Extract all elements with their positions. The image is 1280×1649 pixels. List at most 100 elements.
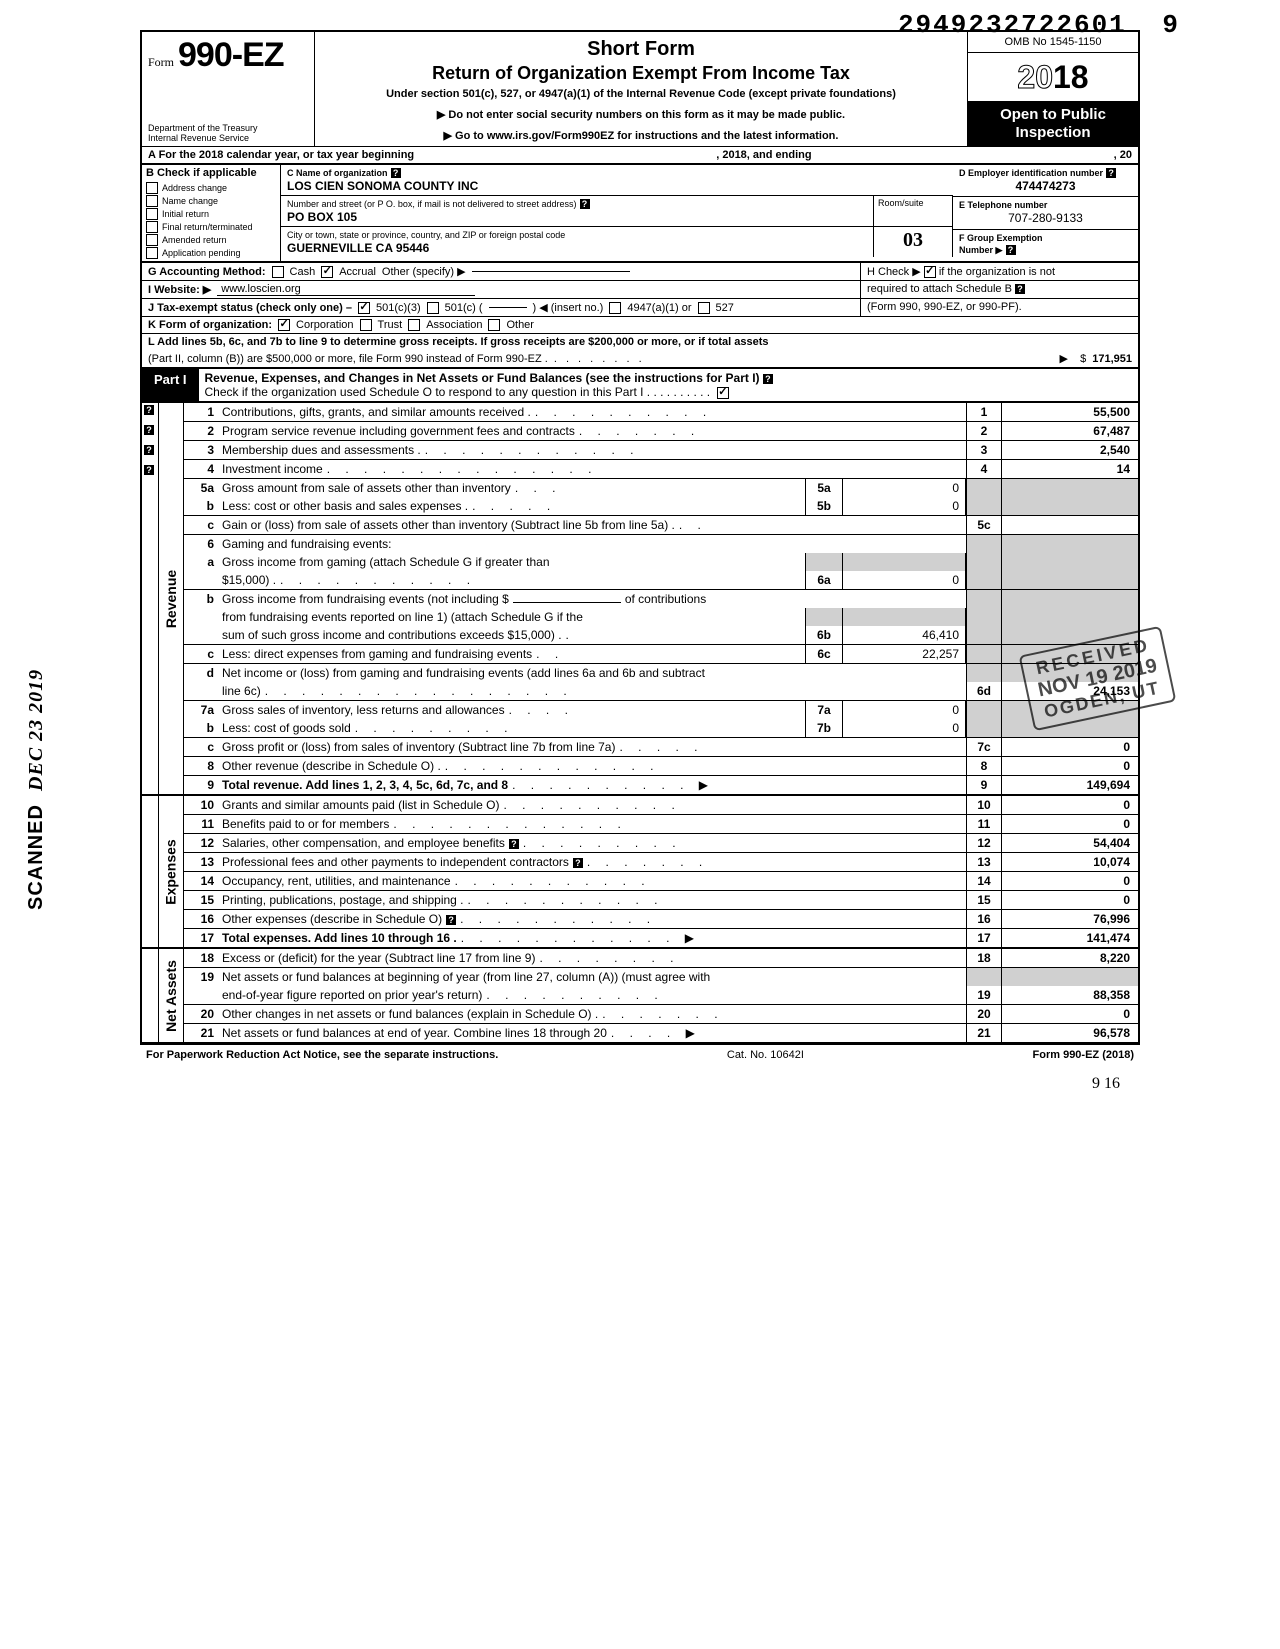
line-desc: Net assets or fund balances at end of ye… xyxy=(222,1026,607,1040)
box-b-title: B Check if applicable xyxy=(146,167,276,179)
line-box-grey xyxy=(966,608,1001,626)
checkbox-trust[interactable] xyxy=(360,319,372,331)
box-b-item-1[interactable]: Name change xyxy=(146,195,276,207)
dots: . . . . . . . . xyxy=(554,353,1054,365)
line-no: 21 xyxy=(184,1024,218,1042)
checkbox-corp[interactable] xyxy=(278,319,290,331)
mid-val: 0 xyxy=(843,701,966,719)
line-no: 6 xyxy=(184,535,218,553)
checkbox-4947[interactable] xyxy=(609,302,621,314)
line-no: b xyxy=(184,590,218,608)
line-box: 20 xyxy=(966,1005,1001,1023)
help-icon: ? xyxy=(144,445,154,455)
box-f: F Group Exemption Number ▶ ? xyxy=(953,230,1138,261)
short-form-title: Short Form xyxy=(323,38,959,61)
mid-box-grey xyxy=(805,553,843,571)
line-box-grey xyxy=(966,645,1001,663)
line-no: 15 xyxy=(184,891,218,909)
line-box: 14 xyxy=(966,872,1001,890)
box-b-item-2[interactable]: Initial return xyxy=(146,208,276,220)
line-box: 11 xyxy=(966,815,1001,833)
room-suite: Room/suite xyxy=(874,196,953,226)
other-label: Other (specify) ▶ xyxy=(382,265,466,278)
checkbox-501c3[interactable] xyxy=(358,302,370,314)
form-word: Form xyxy=(148,55,174,69)
line-no: 10 xyxy=(184,796,218,814)
help-icon: ? xyxy=(1106,168,1116,178)
line-no: 13 xyxy=(184,853,218,871)
line-desc: Grants and similar amounts paid (list in… xyxy=(222,798,499,812)
checkbox[interactable] xyxy=(146,234,158,246)
line-desc: Professional fees and other payments to … xyxy=(222,855,569,869)
line-desc: Membership dues and assessments . xyxy=(222,443,421,457)
mid-val: 0 xyxy=(843,571,966,589)
row-k-label: K Form of organization: xyxy=(148,319,272,331)
box-b-item-3[interactable]: Final return/terminated xyxy=(146,221,276,233)
line-no: 3 xyxy=(184,441,218,459)
box-f-label2: Number ▶ xyxy=(959,245,1002,255)
department: Department of the Treasury Internal Reve… xyxy=(148,124,308,144)
box-b-label-5: Application pending xyxy=(162,248,241,258)
line-val: 149,694 xyxy=(1001,776,1138,794)
dollar-sign: $ xyxy=(1080,353,1086,365)
dept-line2: Internal Revenue Service xyxy=(148,134,308,144)
part-i-label: Part I xyxy=(142,369,199,401)
line-desc: Contributions, gifts, grants, and simila… xyxy=(222,405,531,419)
checkbox-501c[interactable] xyxy=(427,302,439,314)
line-box-grey xyxy=(966,497,1001,515)
line-box-grey xyxy=(966,719,1001,737)
telephone: 707-280-9133 xyxy=(959,211,1132,225)
line-no: 1 xyxy=(184,403,218,421)
top-code-suffix: 9 xyxy=(1162,10,1180,40)
checkbox-cash[interactable] xyxy=(272,266,284,278)
checkbox[interactable] xyxy=(146,195,158,207)
line-val: 8,220 xyxy=(1001,949,1138,967)
form-page: 2949232722601 9 SCANNED DEC 23 2019 RECE… xyxy=(140,30,1140,1093)
line-box-grey xyxy=(966,626,1001,644)
line-desc: Other revenue (describe in Schedule O) . xyxy=(222,759,441,773)
row-i: I Website: ▶ www.loscien.org xyxy=(142,281,861,298)
mid-box-grey xyxy=(805,608,843,626)
checkbox[interactable] xyxy=(146,247,158,259)
help-icon: ? xyxy=(144,405,154,415)
opt-501c3: 501(c)(3) xyxy=(376,302,421,314)
row-l-text2: (Part II, column (B)) are $500,000 or mo… xyxy=(148,353,548,365)
box-b-item-5[interactable]: Application pending xyxy=(146,247,276,259)
box-b-label-3: Final return/terminated xyxy=(162,222,253,232)
box-b-item-0[interactable]: Address change xyxy=(146,182,276,194)
contrib-input[interactable] xyxy=(513,602,621,603)
insert-no[interactable] xyxy=(489,307,527,308)
checkbox-accrual[interactable] xyxy=(321,266,333,278)
line-no: 11 xyxy=(184,815,218,833)
line-no-blank xyxy=(184,608,218,626)
line-desc: Other changes in net assets or fund bala… xyxy=(222,1007,598,1021)
line-val: 10,074 xyxy=(1001,853,1138,871)
line-desc: Printing, publications, postage, and shi… xyxy=(222,893,464,907)
box-c-label: C Name of organization xyxy=(287,168,388,178)
other-input[interactable] xyxy=(472,271,630,272)
line-desc: Other expenses (describe in Schedule O) xyxy=(222,912,442,926)
rows-g-l: G Accounting Method: Cash Accrual Other … xyxy=(140,263,1140,369)
checkbox[interactable] xyxy=(146,182,158,194)
part-i-header: Part I Revenue, Expenses, and Changes in… xyxy=(140,369,1140,403)
line-desc: Gross income from gaming (attach Schedul… xyxy=(222,555,550,569)
line-box: 6d xyxy=(966,682,1001,700)
checkbox-527[interactable] xyxy=(698,302,710,314)
line-box-grey xyxy=(966,479,1001,497)
checkbox-h[interactable] xyxy=(924,266,936,278)
line-val: 14 xyxy=(1001,460,1138,478)
box-b-item-4[interactable]: Amended return xyxy=(146,234,276,246)
accrual-label: Accrual xyxy=(339,266,376,278)
checkbox-other[interactable] xyxy=(488,319,500,331)
part-i-title: Revenue, Expenses, and Changes in Net As… xyxy=(199,369,1138,401)
line-desc: Investment income xyxy=(222,462,323,476)
q-col-expenses xyxy=(142,796,159,947)
checkbox-assoc[interactable] xyxy=(408,319,420,331)
help-icon: ? xyxy=(580,199,590,209)
net-assets-lines: 18Excess or (deficit) for the year (Subt… xyxy=(184,949,1138,1042)
checkbox[interactable] xyxy=(146,208,158,220)
checkbox-schedule-o[interactable] xyxy=(717,387,729,399)
mid-val: 0 xyxy=(843,479,966,497)
line-no: 7a xyxy=(184,701,218,719)
checkbox[interactable] xyxy=(146,221,158,233)
